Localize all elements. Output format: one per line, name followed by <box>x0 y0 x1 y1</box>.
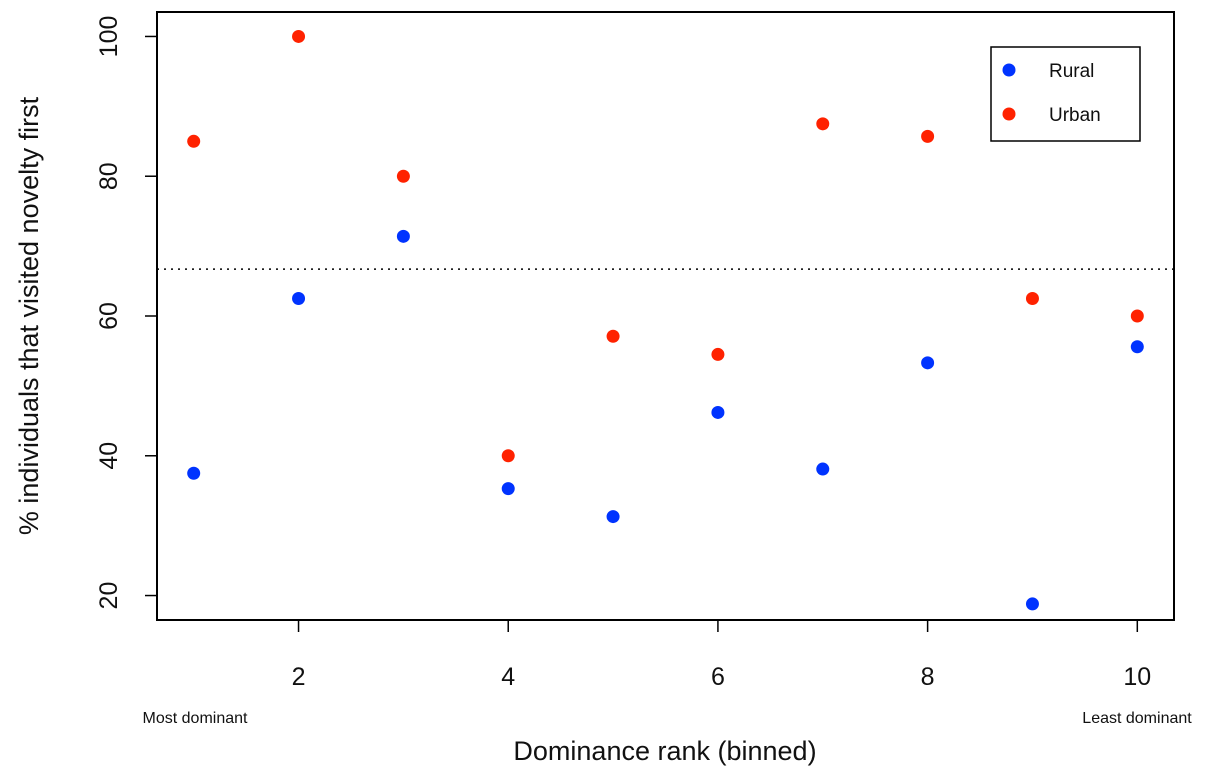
y-tick-label: 80 <box>95 162 123 190</box>
legend-box <box>990 46 1141 142</box>
y-tick-label: 40 <box>95 442 123 470</box>
data-point-rural <box>1025 597 1039 611</box>
x-axis-title: Dominance rank (binned) <box>513 736 816 766</box>
data-point-rural <box>501 482 515 496</box>
y-axis-title: % individuals that visited novelty first <box>14 96 44 535</box>
x-tick-label: 8 <box>921 663 935 691</box>
y-axis: 20 40 60 80 100 <box>95 16 157 610</box>
most-dominant-note: Most dominant <box>143 710 248 727</box>
data-point-urban <box>501 449 515 463</box>
x-axis: 2 4 6 8 10 <box>292 620 1151 691</box>
legend-marker-urban <box>1002 107 1016 121</box>
data-point-urban <box>187 134 201 148</box>
least-dominant-note: Least dominant <box>1082 710 1192 727</box>
legend-marker-rural <box>1002 63 1016 77</box>
data-point-urban <box>396 169 410 183</box>
data-point-urban <box>1025 292 1039 306</box>
data-points <box>187 29 1144 611</box>
legend-label-urban: Urban <box>1049 105 1101 126</box>
x-tick-label: 2 <box>292 663 306 691</box>
legend-label-rural: Rural <box>1049 61 1094 82</box>
x-tick-label: 10 <box>1123 663 1151 691</box>
data-point-rural <box>292 292 306 306</box>
data-point-rural <box>921 356 935 370</box>
data-point-urban <box>1130 309 1144 323</box>
y-tick-label: 20 <box>95 582 123 610</box>
data-point-rural <box>1130 340 1144 354</box>
data-point-urban <box>606 329 620 343</box>
data-point-urban <box>816 117 830 131</box>
data-point-rural <box>816 462 830 476</box>
x-tick-label: 6 <box>711 663 725 691</box>
data-point-rural <box>606 510 620 524</box>
y-tick-label: 100 <box>95 16 123 58</box>
data-point-urban <box>921 129 935 143</box>
data-point-rural <box>187 466 201 480</box>
x-tick-label: 4 <box>501 663 515 691</box>
data-point-urban <box>292 29 306 43</box>
legend: Rural Urban <box>990 46 1141 142</box>
y-tick-label: 60 <box>95 302 123 330</box>
data-point-urban <box>711 347 725 361</box>
data-point-rural <box>711 405 725 419</box>
data-point-rural <box>396 229 410 243</box>
